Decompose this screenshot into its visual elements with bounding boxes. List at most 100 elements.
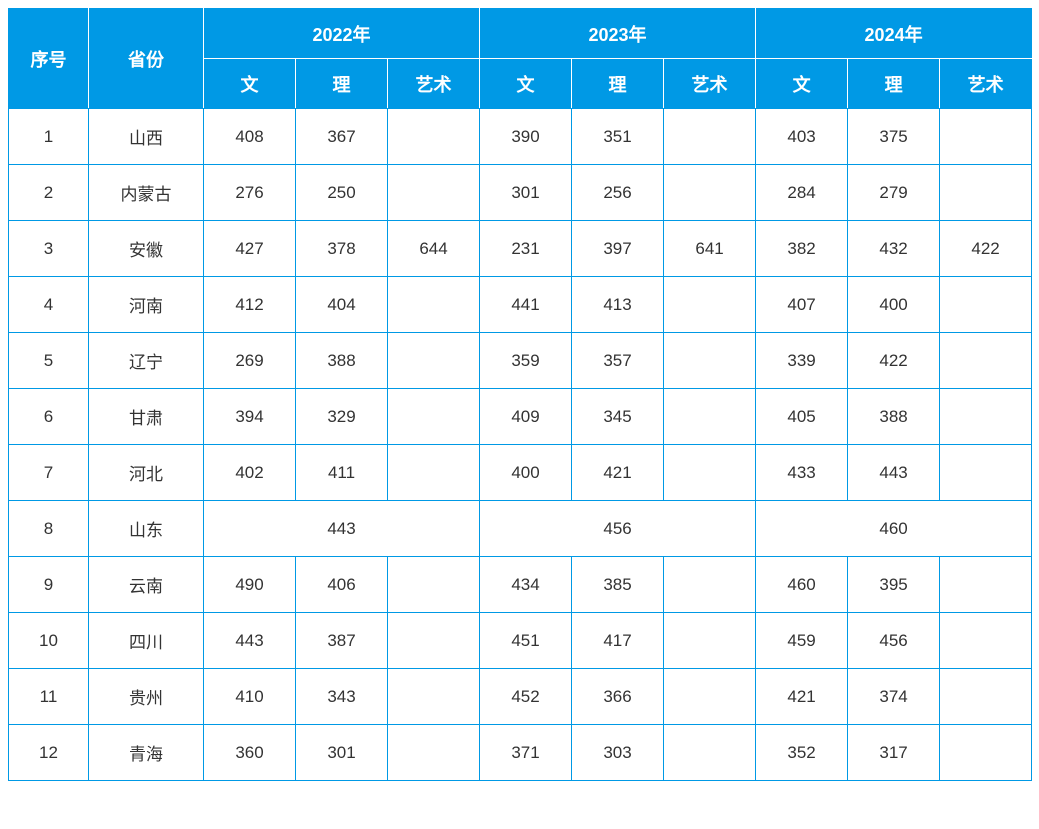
cell-2023-wen: 359 [480, 333, 572, 389]
cell-2023-wen: 434 [480, 557, 572, 613]
cell-2023-wen: 441 [480, 277, 572, 333]
table-row: 12青海360301371303352317 [9, 725, 1032, 781]
cell-province: 河南 [89, 277, 204, 333]
cell-province: 安徽 [89, 221, 204, 277]
col-province: 省份 [89, 9, 204, 109]
col-year-2023: 2023年 [480, 9, 756, 59]
cell-index: 3 [9, 221, 89, 277]
cell-2024-wen: 352 [756, 725, 848, 781]
cell-2022-li: 343 [296, 669, 388, 725]
cell-2024-li: 400 [848, 277, 940, 333]
cell-province: 云南 [89, 557, 204, 613]
cell-2024-li: 443 [848, 445, 940, 501]
cell-2023-art [664, 613, 756, 669]
col-2024-li: 理 [848, 59, 940, 109]
col-2024-wen: 文 [756, 59, 848, 109]
cell-index: 4 [9, 277, 89, 333]
cell-2023-art [664, 109, 756, 165]
table-row: 5辽宁269388359357339422 [9, 333, 1032, 389]
cell-province: 辽宁 [89, 333, 204, 389]
cell-2023-wen: 390 [480, 109, 572, 165]
cell-2023-art [664, 333, 756, 389]
cell-2024-wen: 421 [756, 669, 848, 725]
cell-2024-wen: 403 [756, 109, 848, 165]
cell-2024-art [940, 389, 1032, 445]
cell-province: 山西 [89, 109, 204, 165]
cell-2023-li: 351 [572, 109, 664, 165]
cell-index: 12 [9, 725, 89, 781]
cell-2024-art [940, 165, 1032, 221]
table-body: 1山西4083673903514033752内蒙古276250301256284… [9, 109, 1032, 781]
cell-index: 7 [9, 445, 89, 501]
cell-2022-merged: 443 [204, 501, 480, 557]
cell-2023-merged: 456 [480, 501, 756, 557]
cell-2023-wen: 371 [480, 725, 572, 781]
cell-2022-wen: 269 [204, 333, 296, 389]
cell-2022-art [388, 277, 480, 333]
cell-2024-wen: 459 [756, 613, 848, 669]
cell-2022-art [388, 445, 480, 501]
table-row: 8山东443456460 [9, 501, 1032, 557]
cell-2024-art [940, 109, 1032, 165]
col-2023-li: 理 [572, 59, 664, 109]
cell-province: 青海 [89, 725, 204, 781]
cell-2024-wen: 405 [756, 389, 848, 445]
col-year-2022: 2022年 [204, 9, 480, 59]
col-year-2024: 2024年 [756, 9, 1032, 59]
cell-2023-art [664, 445, 756, 501]
col-2022-art: 艺术 [388, 59, 480, 109]
col-2022-li: 理 [296, 59, 388, 109]
cell-province: 内蒙古 [89, 165, 204, 221]
cell-2024-art [940, 557, 1032, 613]
cell-2023-art [664, 557, 756, 613]
cell-2024-art [940, 445, 1032, 501]
cell-2024-art [940, 669, 1032, 725]
cell-2024-wen: 339 [756, 333, 848, 389]
cell-index: 9 [9, 557, 89, 613]
table-row: 1山西408367390351403375 [9, 109, 1032, 165]
col-2022-wen: 文 [204, 59, 296, 109]
cell-2022-li: 301 [296, 725, 388, 781]
cell-2022-li: 378 [296, 221, 388, 277]
cell-index: 6 [9, 389, 89, 445]
col-2023-wen: 文 [480, 59, 572, 109]
cell-2024-li: 279 [848, 165, 940, 221]
cell-2024-li: 395 [848, 557, 940, 613]
cell-2022-li: 329 [296, 389, 388, 445]
cell-2024-li: 375 [848, 109, 940, 165]
cell-2023-art: 641 [664, 221, 756, 277]
cell-province: 河北 [89, 445, 204, 501]
cell-index: 10 [9, 613, 89, 669]
cell-2024-li: 456 [848, 613, 940, 669]
cell-2022-art [388, 333, 480, 389]
cell-2022-wen: 427 [204, 221, 296, 277]
cell-2023-wen: 231 [480, 221, 572, 277]
cell-2024-wen: 460 [756, 557, 848, 613]
cell-2023-li: 413 [572, 277, 664, 333]
cell-2022-li: 387 [296, 613, 388, 669]
table-row: 2内蒙古276250301256284279 [9, 165, 1032, 221]
table-row: 11贵州410343452366421374 [9, 669, 1032, 725]
cell-2022-art [388, 389, 480, 445]
cell-2022-wen: 360 [204, 725, 296, 781]
table-row: 9云南490406434385460395 [9, 557, 1032, 613]
cell-2024-merged: 460 [756, 501, 1032, 557]
table-row: 6甘肃394329409345405388 [9, 389, 1032, 445]
cell-2022-wen: 443 [204, 613, 296, 669]
table-row: 3安徽427378644231397641382432422 [9, 221, 1032, 277]
table-row: 7河北402411400421433443 [9, 445, 1032, 501]
cell-2022-li: 404 [296, 277, 388, 333]
cell-2024-li: 317 [848, 725, 940, 781]
cell-2022-wen: 490 [204, 557, 296, 613]
scores-table: 序号 省份 2022年 2023年 2024年 文 理 艺术 文 理 艺术 文 … [8, 8, 1032, 781]
table-row: 4河南412404441413407400 [9, 277, 1032, 333]
cell-2022-art [388, 557, 480, 613]
cell-2022-wen: 276 [204, 165, 296, 221]
cell-2022-wen: 408 [204, 109, 296, 165]
cell-province: 甘肃 [89, 389, 204, 445]
cell-2023-art [664, 277, 756, 333]
cell-2023-wen: 301 [480, 165, 572, 221]
cell-2023-art [664, 165, 756, 221]
cell-2024-wen: 407 [756, 277, 848, 333]
cell-2023-wen: 400 [480, 445, 572, 501]
